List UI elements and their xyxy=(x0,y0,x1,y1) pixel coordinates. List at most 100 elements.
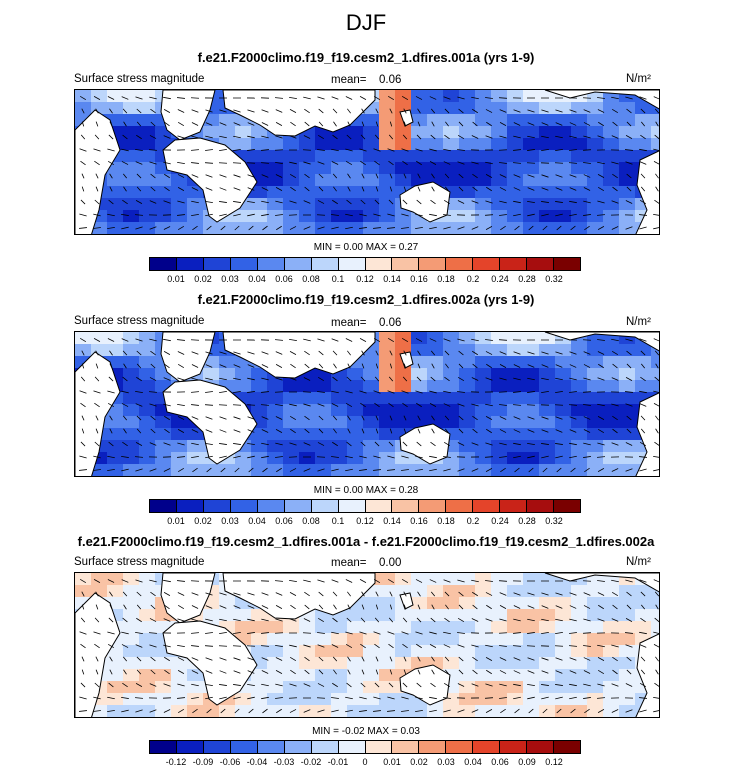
map-cell xyxy=(187,681,203,693)
map-cell xyxy=(491,162,507,174)
wind-vector xyxy=(205,632,213,634)
wind-vector xyxy=(415,579,423,583)
map-cell xyxy=(363,621,379,633)
wind-vector xyxy=(597,403,605,407)
map-cell xyxy=(171,693,187,705)
map-cell xyxy=(539,416,555,428)
wind-vector xyxy=(345,455,353,459)
wind-vector xyxy=(205,592,213,596)
map-cell xyxy=(123,717,139,718)
wind-vector xyxy=(374,376,380,382)
map-cell xyxy=(459,476,475,477)
wind-vector xyxy=(513,645,521,647)
map-cell xyxy=(123,585,139,597)
map-cell xyxy=(587,681,603,693)
land-mass xyxy=(160,90,216,141)
wind-vector xyxy=(640,656,646,662)
wind-vector xyxy=(317,709,325,713)
map-cell xyxy=(267,174,283,186)
map-cell xyxy=(251,476,267,477)
wind-vector xyxy=(415,338,423,342)
wind-vector xyxy=(135,390,143,394)
map-cell xyxy=(283,162,299,174)
map-cell xyxy=(619,585,635,597)
map-cell xyxy=(507,150,523,162)
map-cell xyxy=(507,234,523,235)
wind-vector xyxy=(403,173,407,179)
wind-vector xyxy=(555,657,563,661)
map-cell xyxy=(619,174,635,186)
wind-vector xyxy=(429,96,437,100)
map-cell xyxy=(491,416,507,428)
wind-vector xyxy=(135,697,143,699)
wind-vector xyxy=(417,669,421,675)
map-cell xyxy=(491,633,507,645)
wind-vector xyxy=(569,174,577,178)
wind-vector xyxy=(444,591,450,597)
map-cell xyxy=(107,669,123,681)
map-cell xyxy=(555,657,571,669)
panel-2-colorbar xyxy=(149,499,581,513)
map-cell xyxy=(651,380,659,392)
wind-vector xyxy=(303,683,311,687)
map-cell xyxy=(123,452,139,464)
wind-vector xyxy=(626,121,632,127)
wind-vector xyxy=(431,186,435,192)
wind-vector xyxy=(275,339,283,341)
map-cell xyxy=(299,428,315,440)
wind-vector xyxy=(499,97,507,99)
wind-vector xyxy=(597,592,605,596)
land-mass xyxy=(635,633,659,717)
wind-vector xyxy=(95,428,99,434)
wind-vector xyxy=(541,122,549,126)
wind-vector xyxy=(626,604,632,610)
map-cell xyxy=(315,717,331,718)
wind-vector xyxy=(219,149,227,151)
map-cell xyxy=(123,210,139,222)
wind-vector xyxy=(403,108,407,114)
wind-vector xyxy=(205,174,213,178)
map-cell xyxy=(539,150,555,162)
panel-1-mean-label: mean= xyxy=(331,74,367,86)
map-cell xyxy=(379,621,395,633)
wind-vector xyxy=(639,148,647,152)
wind-vector xyxy=(626,108,632,114)
wind-vector xyxy=(374,643,380,649)
map-cell xyxy=(587,452,603,464)
wind-vector xyxy=(318,173,324,179)
wind-vector xyxy=(403,428,407,434)
map-cell xyxy=(443,222,459,234)
wind-vector xyxy=(485,135,493,139)
wind-vector xyxy=(261,416,269,420)
wind-vector xyxy=(177,186,185,192)
map-cell xyxy=(459,428,475,440)
wind-vector xyxy=(541,351,549,355)
colorbar-swatch xyxy=(446,258,474,270)
wind-vector xyxy=(233,618,241,622)
map-cell xyxy=(107,428,123,440)
wind-vector xyxy=(653,644,659,648)
wind-vector xyxy=(107,579,115,583)
wind-vector xyxy=(135,683,143,687)
map-cell xyxy=(235,693,251,705)
map-cell xyxy=(411,332,427,344)
wind-vector xyxy=(640,415,646,421)
wind-vector xyxy=(513,657,521,661)
map-cell xyxy=(395,416,411,428)
map-cell xyxy=(395,126,411,138)
wind-vector xyxy=(569,377,577,381)
map-cell xyxy=(123,705,139,717)
map-cell xyxy=(539,210,555,222)
map-cell xyxy=(443,114,459,126)
wind-vector xyxy=(655,121,659,127)
map-cell xyxy=(187,428,203,440)
map-cell xyxy=(555,210,571,222)
wind-vector xyxy=(653,161,659,165)
wind-vector xyxy=(583,416,591,420)
map-cell xyxy=(107,90,123,102)
map-cell xyxy=(411,621,427,633)
map-cell xyxy=(603,633,619,645)
map-cell xyxy=(443,162,459,174)
wind-vector xyxy=(233,390,241,394)
land-mass xyxy=(222,332,376,379)
